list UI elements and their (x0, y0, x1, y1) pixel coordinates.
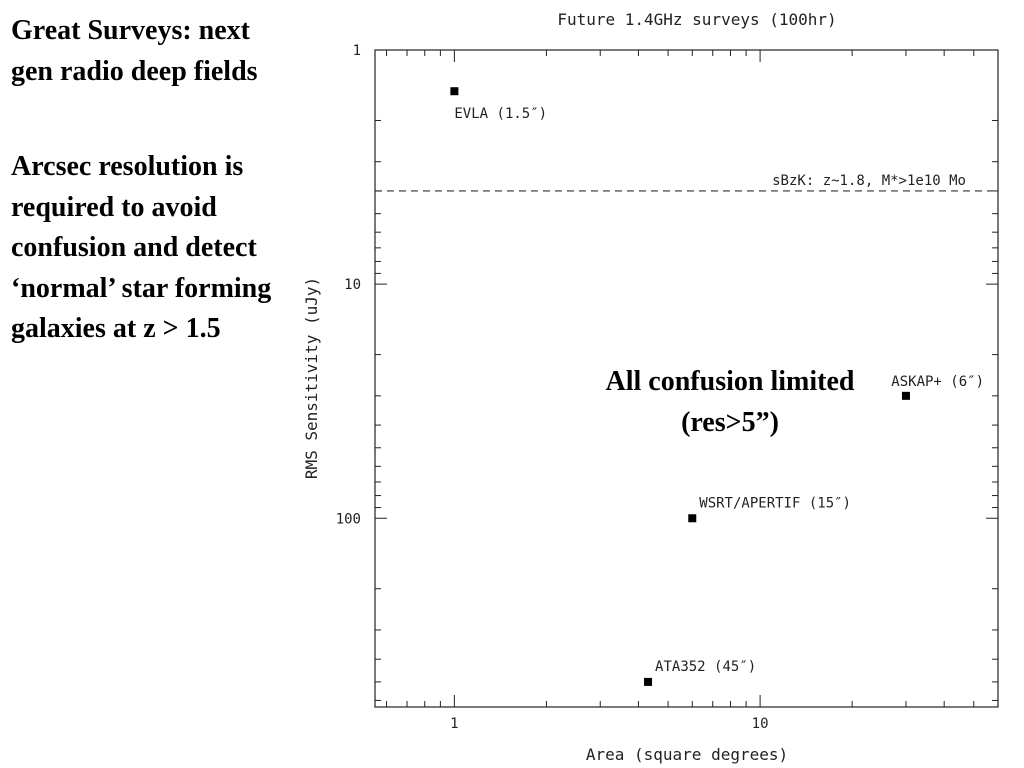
y-axis-label: RMS Sensitivity (uJy) (302, 277, 321, 479)
y-tick-label: 10 (344, 277, 361, 293)
tick-labels: 1 10 1 10 100 (336, 43, 769, 732)
data-point-label: ATA352 (45″) (655, 659, 756, 675)
data-point (901, 391, 910, 400)
data-point-label: EVLA (1.5″) (454, 106, 547, 122)
reference-lines: sBzK: z~1.8, M*>1e10 Mo (375, 173, 998, 192)
x-tick-label: 1 (450, 716, 458, 732)
data-point (450, 87, 459, 96)
data-point (644, 677, 653, 686)
y-tick-label: 100 (336, 511, 361, 527)
confusion-callout: All confusion limited (res>5”) (605, 366, 855, 438)
chart-title: Future 1.4GHz surveys (100hr) (557, 10, 836, 29)
x-tick-label: 10 (752, 716, 769, 732)
data-point-label: WSRT/APERTIF (15″) (699, 495, 851, 511)
reference-line-label: sBzK: z~1.8, M*>1e10 Mo (772, 173, 966, 189)
data-points: EVLA (1.5″) ASKAP+ (6″) WSRT/APERTIF (15″)… (450, 87, 984, 686)
y-tick-label: 1 (353, 43, 361, 59)
axis-ticks (375, 49, 999, 707)
data-point-label: ASKAP+ (6″) (891, 374, 984, 390)
slide-body-text: Arcsec resolution is required to avoid c… (11, 151, 272, 344)
data-point (688, 514, 697, 523)
slide-title: Great Surveys: next gen radio deep field… (11, 15, 258, 87)
x-axis-label: Area (square degrees) (586, 745, 788, 764)
plot-frame (374, 49, 999, 708)
